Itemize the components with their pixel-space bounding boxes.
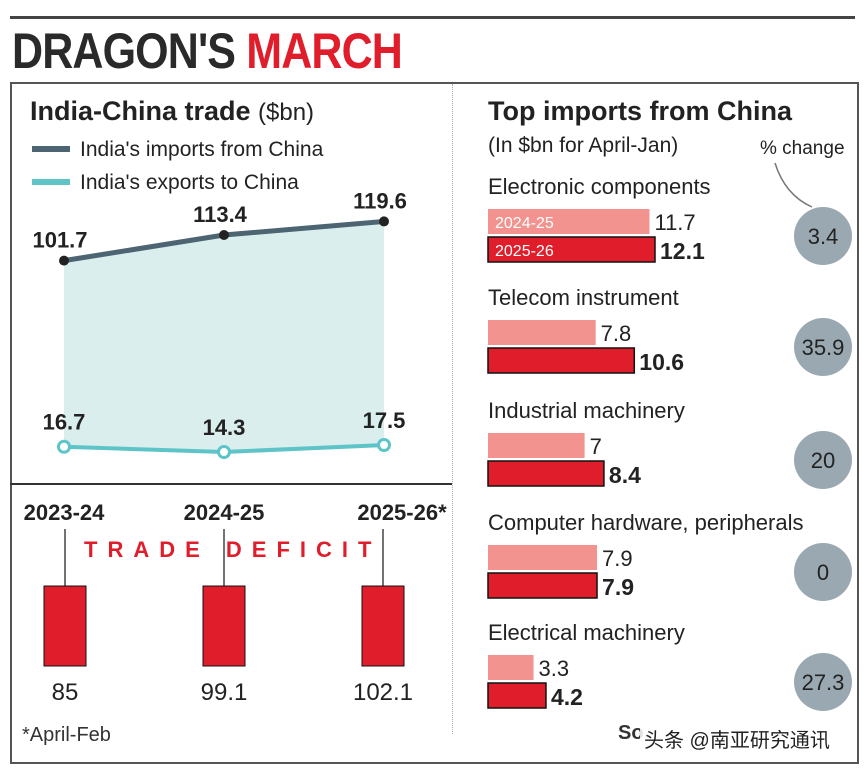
value-2025-26: 10.6 — [639, 349, 684, 375]
bar-2024-25 — [488, 433, 585, 458]
trade-deficit-title: TRADE DEFICIT — [84, 537, 381, 562]
value-2025-26: 8.4 — [609, 462, 641, 488]
imports-point — [219, 230, 229, 240]
percent-change-value: 35.9 — [802, 335, 845, 360]
import-category-label: Electronic components — [488, 174, 711, 199]
bar-2024-25 — [488, 655, 534, 680]
deficit-value-label: 85 — [52, 679, 79, 706]
exports-point — [377, 437, 391, 452]
deficit-value-label: 102.1 — [353, 679, 413, 706]
headline: DRAGON'S MARCH — [12, 22, 403, 80]
footnote: *April-Feb — [22, 724, 111, 746]
headline-part1: DRAGON'S — [12, 23, 247, 79]
bar-2025-26 — [487, 236, 656, 263]
value-2025-26: 7.9 — [602, 574, 634, 600]
percent-change-label: % change — [760, 138, 845, 159]
line-chart-units: ($bn) — [258, 99, 314, 126]
import-category-label: Electrical machinery — [488, 620, 685, 645]
legend-label-exports: India's exports to China — [80, 171, 299, 194]
value-2024-25: 7 — [590, 434, 602, 459]
percent-change-bubble — [794, 653, 852, 711]
imports-data-label: 101.7 — [32, 228, 87, 253]
bar-2025-26 — [487, 347, 636, 374]
import-category-label: Telecom instrument — [488, 285, 679, 310]
trade-gap-area — [64, 221, 384, 452]
line-chart-title: India-China trade — [30, 96, 251, 126]
imports-point — [379, 216, 389, 227]
imports-point — [59, 255, 69, 266]
percent-change-value: 27.3 — [802, 670, 845, 695]
import-category-label: Computer hardware, peripherals — [488, 510, 804, 535]
series-label-2025-26: 2025-26 — [495, 243, 554, 260]
value-2025-26: 4.2 — [551, 684, 583, 710]
bar-2024-25 — [488, 209, 650, 234]
bar-2025-26 — [487, 682, 547, 709]
watermark: 头条 @南亚研究通讯 — [640, 724, 834, 753]
percent-change-bubble — [794, 543, 852, 601]
imports-data-label: 113.4 — [193, 202, 248, 227]
bar-2025-26 — [487, 572, 598, 599]
deficit-bar — [43, 585, 87, 667]
bar-2025-26 — [487, 460, 605, 487]
percent-change-bubble — [794, 318, 852, 376]
series-label-2024-25: 2024-25 — [495, 215, 554, 232]
bar-2024-25 — [488, 545, 598, 570]
bar-2024-25 — [488, 320, 596, 345]
deficit-bar — [361, 585, 405, 667]
value-2024-25: 11.7 — [654, 210, 695, 235]
deficit-value-label: 99.1 — [201, 679, 248, 706]
percent-change-value: 3.4 — [808, 224, 839, 249]
exports-data-label: 14.3 — [203, 415, 246, 440]
exports-data-label: 17.5 — [363, 408, 406, 433]
top-rule — [10, 16, 855, 19]
exports-point — [217, 445, 231, 459]
legend-label-imports: India's imports from China — [80, 138, 324, 161]
value-2024-25: 7.9 — [602, 546, 633, 571]
import-category-label: Industrial machinery — [488, 398, 685, 423]
year-label: 2023-24 — [24, 500, 106, 525]
percent-change-value: 20 — [811, 448, 835, 473]
year-label: 2025-26* — [357, 500, 447, 525]
percent-change-pointer — [774, 162, 813, 208]
value-2025-26: 12.1 — [660, 238, 705, 264]
value-2024-25: 7.8 — [601, 321, 632, 346]
exports-data-label: 16.7 — [43, 410, 86, 435]
imports-data-label: 119.6 — [353, 188, 407, 213]
deficit-bar — [202, 585, 246, 667]
imports-panel-subtitle: (In $bn for April-Jan) — [488, 134, 678, 157]
year-label: 2024-25 — [184, 500, 265, 525]
percent-change-value: 0 — [817, 560, 829, 585]
panel-divider — [452, 84, 453, 734]
source-label: So — [618, 722, 644, 744]
chart-frame — [10, 82, 859, 764]
percent-change-bubble — [794, 431, 852, 489]
percent-change-bubble — [794, 207, 852, 265]
exports-point — [57, 439, 71, 454]
imports-panel-title: Top imports from China — [488, 96, 793, 126]
headline-part2: MARCH — [246, 23, 403, 79]
value-2024-25: 3.3 — [539, 656, 570, 681]
